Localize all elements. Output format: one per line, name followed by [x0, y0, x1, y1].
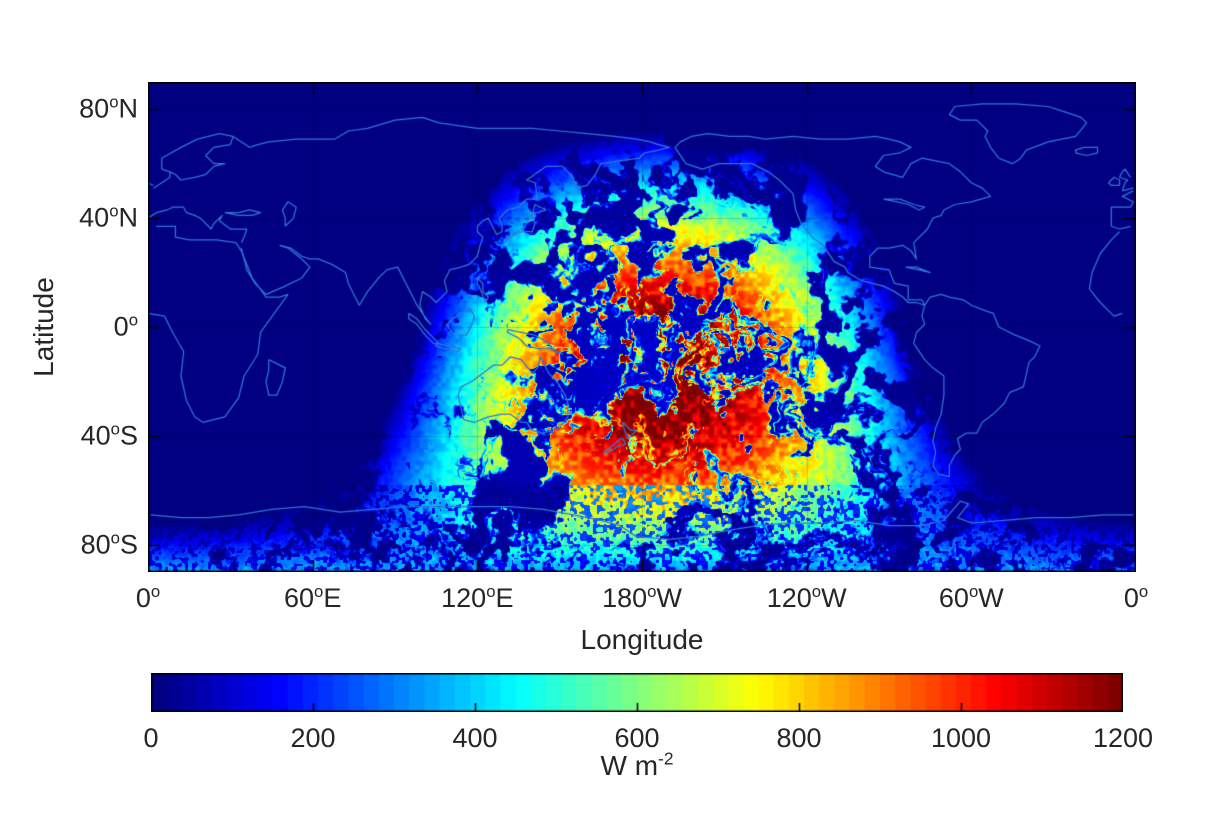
colorbar-tick-label: 600	[614, 723, 660, 753]
colorbar-unit-prefix: W m	[600, 750, 659, 781]
x-tick-label: 180oW	[602, 582, 682, 613]
x-tick-label: 120oW	[766, 582, 847, 613]
x-tick-label: 60oW	[938, 582, 1004, 613]
x-tick-label: 0o	[1123, 582, 1149, 613]
x-tick-label: 120oE	[441, 582, 514, 613]
colorbar-tick-label: 1000	[930, 723, 992, 753]
y-tick-label: 80oS	[80, 528, 138, 560]
colorbar-unit-exponent: -2	[658, 748, 674, 769]
y-tick-label: 40oS	[80, 419, 138, 451]
colorbar	[151, 673, 1123, 712]
colorbar-tick-label: 400	[452, 723, 498, 753]
colorbar-tick-label: 200	[290, 723, 336, 753]
y-tick-label: 40oN	[79, 201, 138, 233]
y-tick-label: 80oN	[79, 92, 138, 124]
colorbar-canvas	[151, 673, 1123, 712]
x-tick-label: 60oE	[283, 582, 342, 613]
x-tick-label: 0o	[135, 582, 161, 613]
irradiance-map-canvas	[148, 82, 1136, 572]
colorbar-tick-label: 800	[776, 723, 822, 753]
colorbar-tick-label: 0	[143, 723, 159, 753]
x-axis-title: Longitude	[580, 624, 704, 655]
colorbar-unit-label: W m-2	[600, 748, 674, 781]
map-plot	[148, 82, 1136, 572]
colorbar-tick-label: 1200	[1092, 723, 1154, 753]
y-tick-label: 0o	[113, 310, 138, 342]
y-axis-title: Latitude	[28, 277, 59, 377]
